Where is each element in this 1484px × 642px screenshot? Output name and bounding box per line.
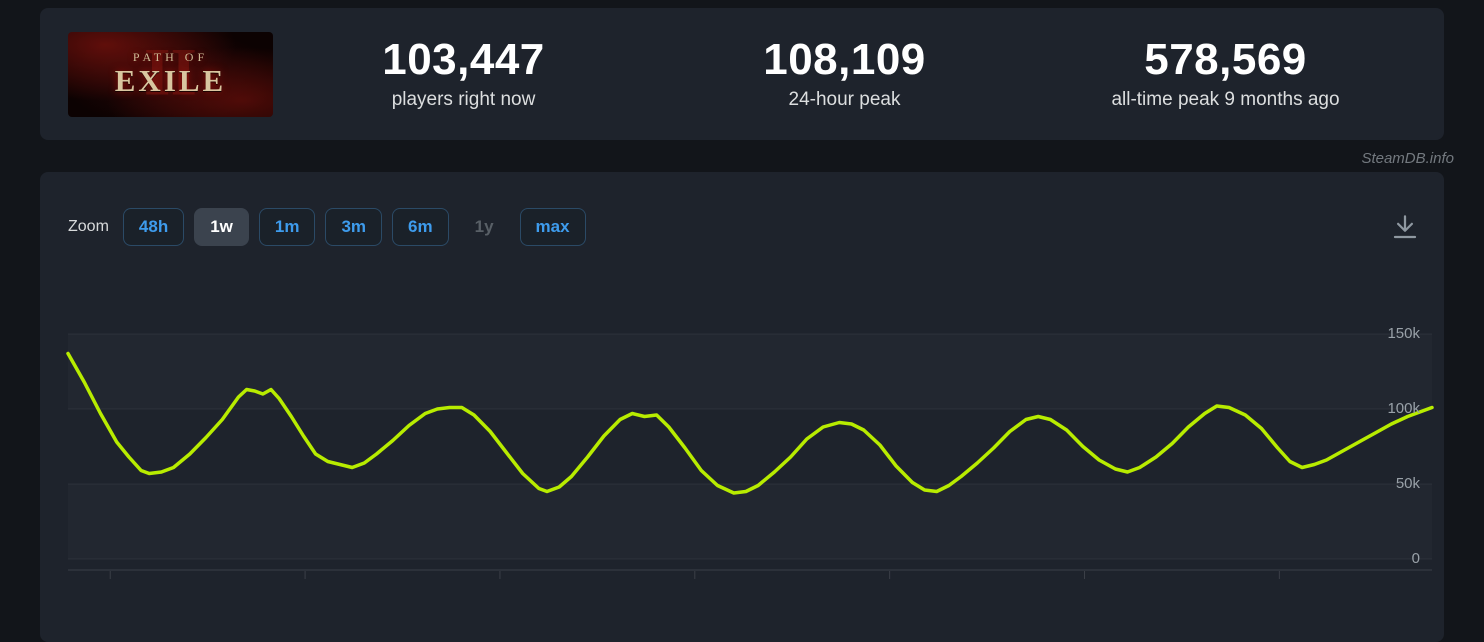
game-logo-numeral: II bbox=[144, 33, 197, 110]
player-count-chart[interactable] bbox=[66, 265, 1434, 580]
y-axis-label: 0 bbox=[1411, 550, 1420, 567]
zoom-button-6m[interactable]: 6m bbox=[392, 208, 449, 246]
game-logo-top-text: PATH OF bbox=[132, 50, 209, 65]
steamdb-attribution[interactable]: SteamDB.info bbox=[1361, 150, 1454, 167]
y-axis-label: 150k bbox=[1387, 325, 1420, 342]
zoom-button-48h[interactable]: 48h bbox=[122, 208, 185, 246]
zoom-toolbar: Zoom 48h 1w 1m 3m 6m 1y max bbox=[68, 208, 586, 246]
zoom-label: Zoom bbox=[68, 218, 109, 235]
stat-players-now: 103,447 players right now bbox=[273, 34, 654, 111]
download-icon[interactable] bbox=[1390, 212, 1420, 242]
zoom-button-max[interactable]: max bbox=[519, 208, 586, 246]
y-axis-label: 50k bbox=[1395, 475, 1420, 492]
player-chart-card: Zoom 48h 1w 1m 3m 6m 1y max 0 50k 100k 150k… bbox=[40, 172, 1444, 642]
peak-24h-value: 108,109 bbox=[763, 34, 926, 84]
players-now-value: 103,447 bbox=[382, 34, 545, 84]
stat-alltime-peak: 578,569 all-time peak 9 months ago bbox=[1035, 34, 1416, 111]
zoom-button-1y: 1y bbox=[474, 217, 494, 236]
alltime-peak-value: 578,569 bbox=[1144, 34, 1307, 84]
y-axis-label: 100k bbox=[1387, 400, 1420, 417]
players-now-label: players right now bbox=[391, 89, 536, 111]
zoom-button-1w[interactable]: 1w bbox=[194, 208, 249, 246]
app-stats-card: II PATH OF EXILE 103,447 players right n… bbox=[40, 8, 1444, 140]
zoom-button-1m[interactable]: 1m bbox=[258, 208, 316, 246]
game-logo-main-text: EXILE bbox=[114, 63, 227, 99]
stat-24h-peak: 108,109 24-hour peak bbox=[654, 34, 1035, 111]
game-logo: II PATH OF EXILE bbox=[68, 31, 273, 117]
alltime-peak-label: all-time peak 9 months ago bbox=[1111, 89, 1340, 111]
peak-24h-label: 24-hour peak bbox=[788, 89, 901, 111]
zoom-button-3m[interactable]: 3m bbox=[325, 208, 383, 246]
